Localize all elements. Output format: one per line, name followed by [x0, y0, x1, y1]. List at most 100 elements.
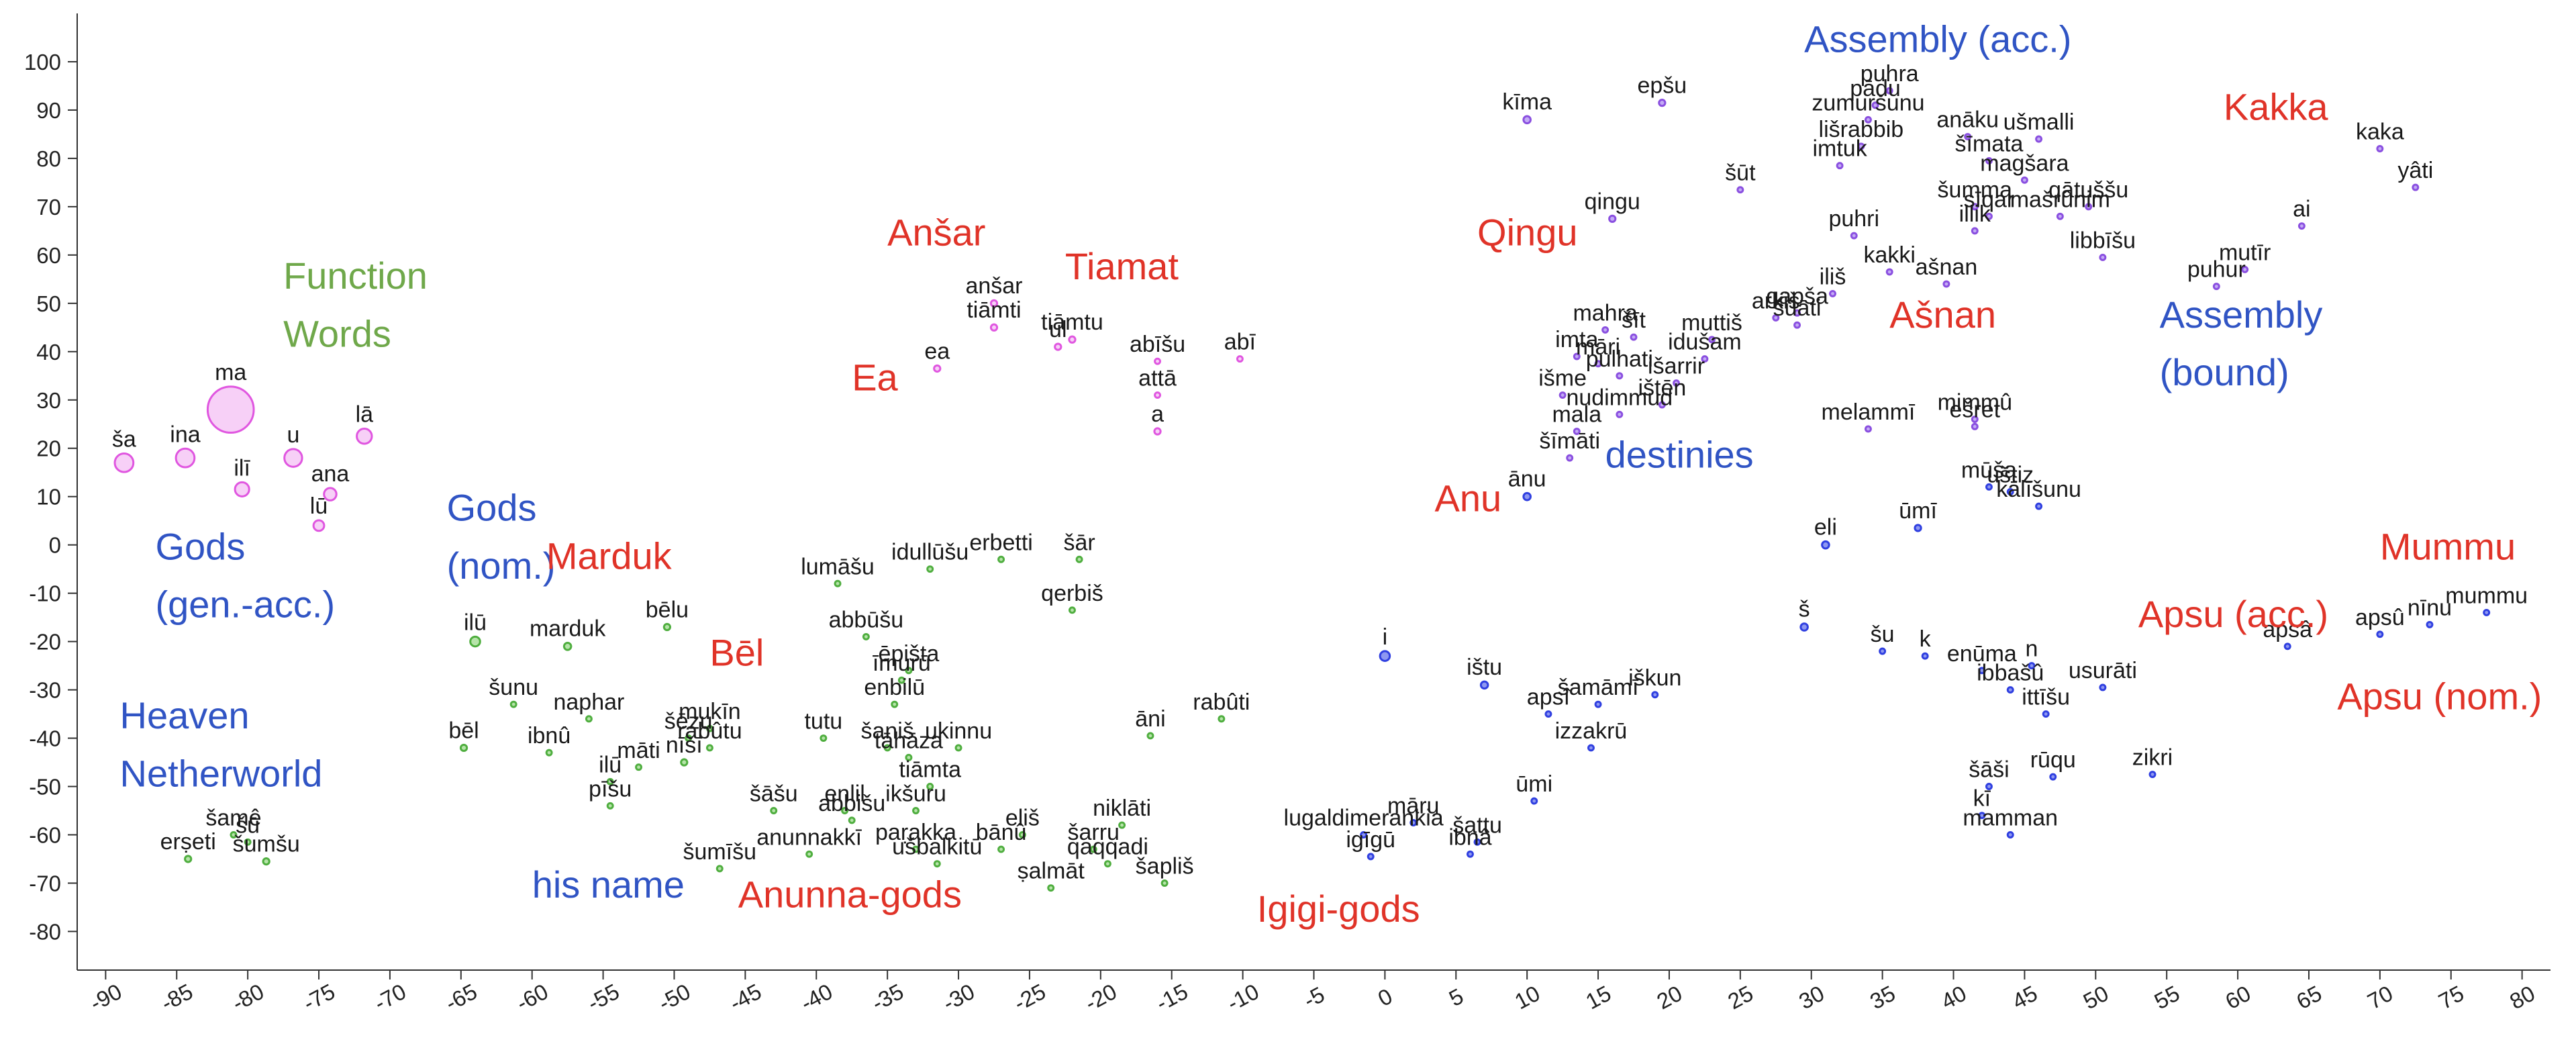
- data-point-label: idušam: [1668, 330, 1742, 355]
- group-annotation: Anšar: [887, 211, 985, 253]
- data-point: [1236, 355, 1244, 363]
- group-annotation: Mummu: [2380, 525, 2516, 567]
- data-point-label: mutīr: [2219, 240, 2271, 265]
- data-point-label: ēpišta: [879, 641, 940, 667]
- data-point: [2056, 212, 2064, 220]
- data-point: [1985, 783, 1993, 790]
- data-point: [1409, 819, 1418, 826]
- data-point-label: iliš: [1820, 264, 1846, 289]
- y-tick-label: -30: [29, 678, 61, 703]
- data-point-label: mukīn: [679, 699, 741, 724]
- data-point-label: zikri: [2132, 745, 2173, 771]
- data-point: [1658, 401, 1666, 409]
- data-point-label: tiāmti: [967, 297, 1021, 323]
- data-point-label: tāhāza: [875, 728, 943, 753]
- data-point: [1630, 333, 1638, 341]
- data-point-label: šarru: [1068, 820, 1120, 845]
- x-tick-label: -90: [86, 979, 126, 1016]
- data-point: [770, 807, 778, 814]
- data-point-label: anšar: [965, 273, 1022, 299]
- data-point-label: imta: [1555, 327, 1598, 352]
- data-point: [883, 744, 891, 752]
- data-point: [1793, 321, 1801, 329]
- data-point-label: a: [1151, 401, 1164, 427]
- data-point-label: rūqu: [2030, 747, 2076, 773]
- x-tick-label: -40: [797, 979, 836, 1016]
- data-point: [2099, 683, 2107, 691]
- x-tick-label: -65: [441, 979, 481, 1016]
- data-point: [1153, 427, 1162, 436]
- data-point: [705, 724, 713, 732]
- x-tick-label: -70: [370, 979, 409, 1016]
- data-point-label: izzakrū: [1555, 718, 1628, 744]
- data-point: [891, 700, 899, 708]
- data-point: [1089, 845, 1097, 853]
- data-point-label: ūmi: [1516, 771, 1552, 797]
- x-tick-label: 80: [2506, 980, 2539, 1014]
- data-point: [1799, 622, 1809, 632]
- data-point: [805, 850, 813, 858]
- data-point: [905, 667, 913, 675]
- group-annotation: Apsu (nom.): [2337, 675, 2542, 717]
- x-tick-label: -5: [1299, 982, 1328, 1012]
- data-point-label: pulhati: [1586, 346, 1653, 372]
- data-point-label: kī: [1973, 786, 1991, 812]
- data-point: [2283, 642, 2291, 651]
- data-point: [230, 831, 238, 839]
- data-point: [2297, 222, 2306, 230]
- data-point-label: ai: [2293, 197, 2310, 222]
- data-point: [1566, 454, 1574, 462]
- data-point-label: šīt: [1622, 307, 1646, 333]
- group-annotation: Assembly: [2160, 293, 2323, 336]
- x-tick-label: 15: [1581, 980, 1615, 1014]
- x-tick-label: 70: [2363, 980, 2397, 1014]
- group-annotations: Function Words Gods (gen.-acc.) Heaven Nether…: [120, 18, 2542, 930]
- data-point-label: enbilū: [864, 675, 925, 700]
- data-point-label: abī: [1224, 330, 1256, 355]
- x-tick-label: -30: [939, 979, 979, 1016]
- data-point-label: abīšu: [1130, 332, 1185, 357]
- y-tick-label: 90: [36, 98, 61, 123]
- data-point: [912, 845, 920, 853]
- group-annotation: Kakka: [2224, 85, 2328, 128]
- data-point: [1608, 214, 1617, 223]
- data-point-label: ušbalkitū: [892, 834, 982, 860]
- group-annotation: (nom.): [447, 544, 556, 587]
- y-tick-label: 60: [36, 243, 61, 268]
- data-point: [1479, 680, 1489, 690]
- data-point-label: erṣeti: [160, 829, 216, 855]
- data-point: [2020, 176, 2028, 184]
- x-tick-label: -45: [726, 979, 765, 1016]
- data-point: [705, 744, 713, 752]
- x-tick-label: 50: [2079, 980, 2113, 1014]
- data-point-label: zumuršunu: [1812, 90, 1924, 115]
- x-tick-label: -35: [868, 979, 907, 1016]
- data-point: [685, 734, 693, 743]
- data-point: [1573, 352, 1581, 361]
- y-tick-label: -60: [29, 822, 61, 847]
- data-point: [1047, 884, 1055, 892]
- x-tick-label: 20: [1652, 980, 1686, 1014]
- data-point-label: bēl: [448, 718, 479, 743]
- data-point-label: māti: [617, 738, 660, 763]
- x-tick-label: 5: [1445, 984, 1468, 1011]
- data-point: [312, 519, 326, 532]
- data-point-label: libbīšu: [2070, 228, 2136, 253]
- data-point-label: usurāti: [2069, 658, 2137, 683]
- group-annotation: Gods: [447, 487, 537, 529]
- data-point: [905, 753, 913, 761]
- data-point: [262, 857, 270, 866]
- x-tick-label: 30: [1795, 980, 1828, 1014]
- data-point-label: illik: [1959, 201, 1991, 227]
- y-tick-label: -50: [29, 775, 61, 800]
- data-point: [1594, 700, 1602, 708]
- data-point: [2035, 135, 2043, 143]
- data-point: [1466, 850, 1474, 858]
- data-point: [1054, 342, 1062, 351]
- data-point: [2376, 145, 2384, 152]
- y-tick-label: 50: [36, 291, 61, 316]
- data-point: [1601, 326, 1609, 334]
- data-point: [954, 744, 962, 752]
- data-point-label: ūmī: [1899, 498, 1937, 524]
- data-point-label: āni: [1135, 706, 1165, 732]
